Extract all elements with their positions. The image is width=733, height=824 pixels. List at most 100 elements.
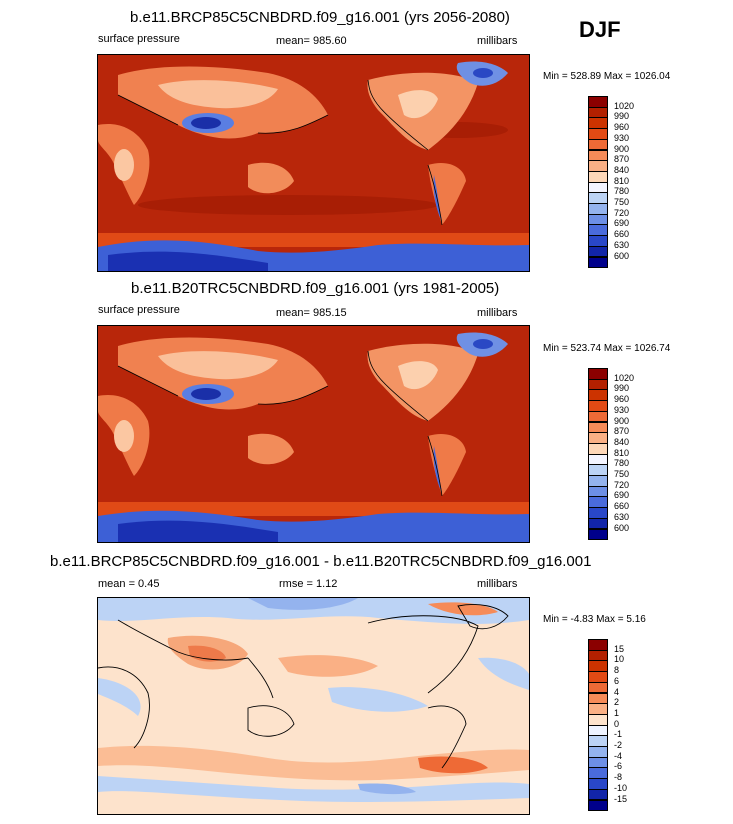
panel3-map-svg [98, 598, 529, 814]
panel1-minmax: Min = 528.89 Max = 1026.04 [543, 71, 671, 82]
andes-low [433, 175, 442, 221]
rockies-highland [398, 361, 438, 390]
coastline [98, 604, 509, 769]
colorbar-label: 600 [614, 522, 630, 533]
tibet-core [191, 388, 221, 400]
panel2-units-label: millibars [477, 307, 518, 319]
antarctica-field [98, 798, 529, 814]
southern-strong-positive [418, 756, 488, 774]
eurasia-highland [158, 351, 278, 380]
panel1-units-label: millibars [477, 35, 518, 47]
arctic-negative [98, 598, 529, 624]
colorbar-swatch [588, 256, 608, 269]
colorbar-label: 810 [614, 175, 630, 186]
colorbar-label: 870 [614, 154, 630, 165]
colorbar-label: -4 [614, 750, 623, 761]
panel1-title: b.e11.BRCP85C5CNBDRD.f09_g16.001 (yrs 20… [130, 9, 510, 26]
panel2-map-svg [98, 326, 529, 542]
colorbar-label: 660 [614, 501, 630, 512]
colorbar-label: 4 [614, 686, 620, 697]
panel3-title: b.e11.BRCP85C5CNBDRD.f09_g16.001 - b.e11… [50, 553, 592, 570]
panel2-mean-label: mean= 985.15 [276, 307, 347, 319]
colorbar-label: 1 [614, 707, 620, 718]
colorbar-label: 810 [614, 447, 630, 458]
southern-negative [98, 776, 529, 802]
panel3-units-label: millibars [477, 578, 518, 590]
colorbar-label: 0 [614, 718, 620, 729]
colorbar-label: 690 [614, 490, 630, 501]
colorbar-label: 960 [614, 122, 630, 133]
panel2-variable-label: surface pressure [98, 304, 180, 316]
greenland-core [473, 68, 493, 78]
antarctica-deep [118, 520, 278, 542]
colorbar-label: 630 [614, 511, 630, 522]
colorbar-label: 930 [614, 132, 630, 143]
colorbar-label: 750 [614, 197, 630, 207]
colorbar-label: 600 [614, 250, 630, 261]
colorbar-label: 900 [614, 143, 630, 154]
colorbar-label: 690 [614, 218, 630, 229]
atlantic-negative [478, 657, 529, 690]
southern-strong-negative [358, 783, 416, 795]
panel1-variable-label: surface pressure [98, 33, 180, 45]
colorbar-label: 750 [614, 469, 630, 479]
colorbar-label: 630 [614, 239, 630, 250]
rockies-highland [398, 90, 438, 119]
colorbar-label: 990 [614, 383, 630, 394]
africa-highland [114, 420, 134, 452]
colorbar-label: 960 [614, 394, 630, 405]
colorbar-label: 840 [614, 436, 630, 447]
colorbar-label: 780 [614, 186, 630, 197]
colorbar-label: -6 [614, 761, 623, 772]
panel3-map [97, 597, 530, 815]
panel1-map-svg [98, 55, 529, 271]
colorbar-label: 720 [614, 207, 630, 218]
colorbar-label: -15 [614, 793, 628, 804]
season-label: DJF [579, 17, 621, 42]
panel2-map [97, 325, 530, 543]
colorbar-label: 990 [614, 111, 630, 122]
africa-highland [114, 149, 134, 181]
panel3-mean-label: mean = 0.45 [98, 578, 160, 590]
panel1-map [97, 54, 530, 272]
panel3-minmax: Min = -4.83 Max = 5.16 [543, 614, 646, 625]
eurasia-highland [158, 80, 278, 109]
colorbar-label: 1020 [614, 100, 635, 111]
antarctica-deep [108, 251, 268, 271]
colorbar-label: -2 [614, 740, 623, 750]
colorbar-label: -10 [614, 782, 628, 793]
coastline [117, 350, 443, 497]
colorbar-label: 8 [614, 665, 620, 676]
southern-band [98, 502, 529, 516]
colorbar-label: 660 [614, 229, 630, 240]
greenland-core [473, 339, 493, 349]
colorbar-label: -8 [614, 772, 623, 783]
southern-positive [98, 745, 529, 781]
greenland-positive [428, 602, 498, 616]
panel3-rmse-label: rmse = 1.12 [279, 578, 338, 590]
tropical-negative [328, 687, 428, 712]
coastline [117, 79, 443, 226]
colorbar-label: 1020 [614, 372, 635, 383]
panel2-title: b.e11.B20TRC5CNBDRD.f09_g16.001 (yrs 198… [131, 280, 500, 297]
colorbar-label: 930 [614, 404, 630, 415]
colorbar-label: 720 [614, 479, 630, 490]
colorbar-label: 6 [614, 675, 620, 686]
colorbar-label: 2 [614, 697, 620, 708]
colorbar-label: -1 [614, 729, 623, 740]
pressure-band [138, 195, 438, 215]
tibet-core [191, 117, 221, 129]
colorbar-label: 900 [614, 415, 630, 426]
australia-land [248, 162, 294, 194]
andes-low [433, 446, 442, 492]
pacific-positive [278, 655, 378, 677]
colorbar-label: 840 [614, 164, 630, 175]
arctic-strong-negative [248, 598, 358, 610]
colorbar-label: 870 [614, 426, 630, 437]
colorbar-label: 780 [614, 458, 630, 469]
panel2-minmax: Min = 523.74 Max = 1026.74 [543, 343, 671, 354]
colorbar-swatch [588, 528, 608, 541]
africa-negative [98, 678, 141, 716]
panel1-mean-label: mean= 985.60 [276, 35, 347, 47]
colorbar-label: 10 [614, 654, 625, 665]
